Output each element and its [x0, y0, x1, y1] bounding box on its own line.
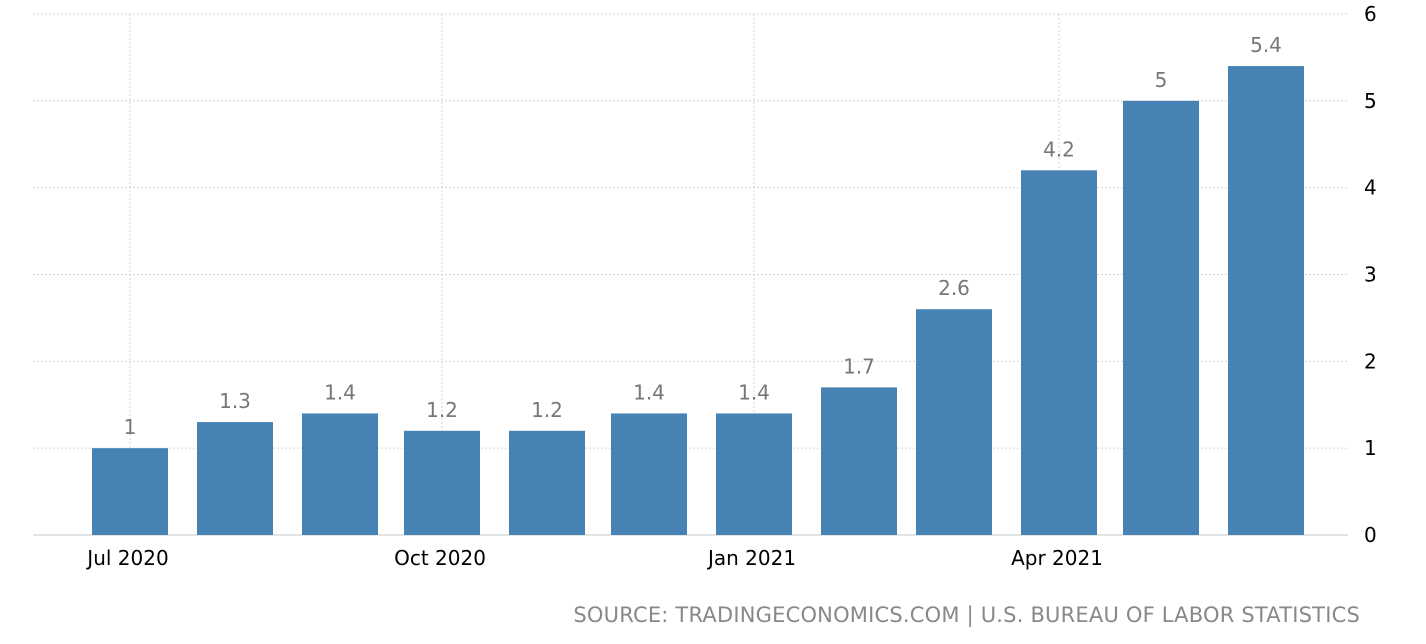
y-tick-label: 6 [1364, 2, 1377, 26]
bar [611, 413, 687, 535]
chart-svg: 0 1 2 3 4 5 6 1 1.3 1.4 1.2 1.2 1.4 1.4 1.7 2.6 4.2 5 5.4 J… [33, 2, 1377, 570]
y-tick-label: 5 [1364, 89, 1377, 113]
x-tick-label: Jan 2021 [706, 546, 796, 570]
y-tick-label: 0 [1364, 523, 1377, 547]
y-tick-label: 1 [1364, 436, 1377, 460]
bar [404, 430, 480, 535]
data-label: 1.3 [219, 389, 251, 413]
data-label: 1.2 [531, 398, 563, 422]
data-label: 1.7 [843, 354, 875, 378]
bar [1123, 100, 1199, 535]
data-label: 1.4 [324, 380, 356, 404]
bar [1228, 66, 1304, 535]
data-label: 1.4 [738, 380, 770, 404]
data-label: 5.4 [1250, 33, 1282, 57]
bar [716, 413, 792, 535]
bar [92, 448, 168, 535]
x-tick-label: Apr 2021 [1011, 546, 1103, 570]
bar [1021, 170, 1097, 536]
data-label: 4.2 [1043, 137, 1075, 161]
x-tick-label: Oct 2020 [394, 546, 486, 570]
bar [916, 309, 992, 535]
data-label: 1.2 [426, 398, 458, 422]
source-note: SOURCE: TRADINGECONOMICS.COM | U.S. BURE… [573, 603, 1360, 627]
y-tick-label: 4 [1364, 176, 1377, 200]
bar [197, 422, 273, 535]
bar [821, 387, 897, 535]
data-label: 2.6 [938, 276, 970, 300]
bar [509, 430, 585, 535]
bar [302, 413, 378, 535]
data-label: 1.4 [633, 380, 665, 404]
y-tick-label: 3 [1364, 263, 1377, 287]
data-label: 5 [1155, 68, 1168, 92]
x-tick-label: Jul 2020 [85, 546, 168, 570]
data-label: 1 [124, 415, 137, 439]
y-tick-label: 2 [1364, 349, 1377, 373]
